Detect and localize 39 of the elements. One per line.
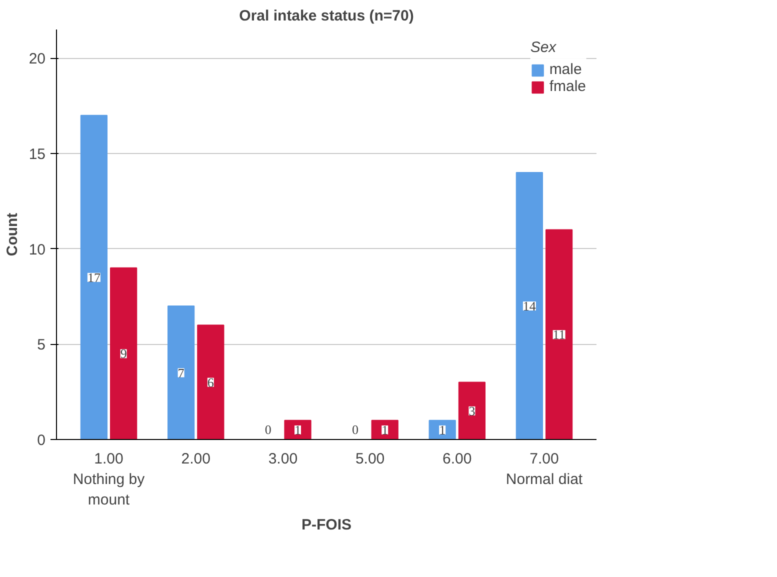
data-label: 14 xyxy=(522,298,536,314)
chart-title: Oral intake status (n=70) xyxy=(239,8,414,24)
data-label: 1 xyxy=(382,422,388,438)
data-label: 0 xyxy=(352,422,358,437)
x-tick-label: 1.00 Nothing by mount xyxy=(72,450,146,508)
x-tick-label: 5.00 xyxy=(355,450,385,468)
bar xyxy=(458,382,486,440)
bar xyxy=(428,420,456,440)
data-label: 9 xyxy=(120,346,127,362)
y-tick-label: 0 xyxy=(37,432,46,449)
x-tick-label: 7.00 Normal diat xyxy=(506,450,584,488)
y-tick-label: 15 xyxy=(28,146,46,163)
data-label: 1 xyxy=(439,422,446,438)
legend-title: Sex xyxy=(530,39,558,56)
data-label: 1 xyxy=(294,422,302,438)
x-axis-title: P-FOIS xyxy=(302,516,352,534)
bar xyxy=(197,324,224,440)
y-axis-title: Count xyxy=(4,212,21,256)
bar xyxy=(545,229,573,440)
y-tick-label: 10 xyxy=(28,241,46,258)
data-label: 3 xyxy=(468,403,476,418)
x-tick-label: 2.00 xyxy=(181,450,210,468)
bar xyxy=(167,306,195,440)
data-label: 11 xyxy=(552,327,566,342)
data-label: 17 xyxy=(87,270,101,285)
bar xyxy=(284,420,312,440)
x-tick-label: 6.00 xyxy=(442,450,472,468)
legend-label: male xyxy=(549,61,582,78)
bar xyxy=(110,267,138,440)
data-label: 0 xyxy=(264,422,272,437)
y-tick-label: 20 xyxy=(28,50,46,68)
bar xyxy=(80,114,108,440)
bar xyxy=(371,420,398,440)
x-tick-label: 3.00 xyxy=(268,450,298,468)
bar xyxy=(516,172,543,440)
legend-label: fmale xyxy=(549,78,586,95)
data-label: 6 xyxy=(207,374,214,390)
y-tick-label: 5 xyxy=(37,336,46,354)
data-label: 7 xyxy=(178,365,185,380)
